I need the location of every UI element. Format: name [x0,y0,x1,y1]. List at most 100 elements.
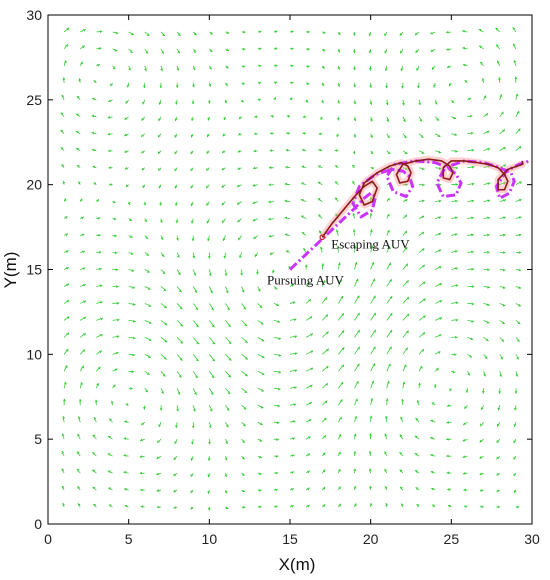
flow-arrow-head [438,167,442,170]
flow-arrow-head [503,251,506,254]
flow-arrow-head [242,440,246,443]
flow-arrow-head [63,198,67,202]
flow-arrow [241,320,248,327]
flow-arrow [225,320,231,328]
flow-arrow-head [455,284,459,288]
flow-arrow-head [353,485,357,489]
flow-arrow [112,31,119,34]
flow-arrow [338,364,345,372]
flow-arrow [369,451,372,457]
flow-arrow [127,82,130,88]
flow-arrow [91,115,97,118]
flow-arrow [160,235,164,240]
flow-arrow-head [252,201,256,205]
flow-arrow-head [449,388,452,392]
flow-arrow [499,199,506,203]
flow-arrow-head [369,118,373,122]
flow-arrow-head [256,272,259,275]
flow-arrow-head [124,150,128,153]
flow-arrow [95,399,97,406]
flow-arrow-head [471,165,475,169]
flow-arrow-head [496,60,500,64]
flow-arrow [191,218,194,224]
flow-arrow [80,28,86,33]
flow-arrow-head [334,181,338,184]
flow-arrow-head [480,61,483,65]
flow-arrow [208,269,212,276]
flow-arrow-head [133,320,136,323]
flow-arrow-head [207,458,211,461]
flow-arrow-head [439,283,443,286]
flow-arrow [80,250,85,253]
flow-arrow [354,329,360,338]
flow-arrow-head [144,68,147,72]
flow-arrow [112,335,120,338]
flow-arrow-head [402,102,405,106]
flow-arrow-head [113,200,116,204]
flow-arrow-head [291,284,294,287]
flow-arrow [76,486,81,491]
flow-arrow [273,387,281,390]
flow-arrow [63,250,69,253]
flow-arrow-head [463,63,466,67]
flow-arrow [418,365,423,372]
flow-arrow-head [399,451,403,455]
flow-arrow-head [61,485,65,489]
flow-arrow-head [77,503,81,507]
flow-arrow-head [369,433,372,436]
flow-arrow-head [302,131,305,135]
flow-arrow [221,184,226,188]
flow-arrow-head [502,233,506,237]
flow-arrow [483,147,491,152]
flow-arrow [467,353,473,358]
flow-arrow-head [65,348,69,352]
flow-arrow-head [191,238,195,242]
flow-arrow-head [414,453,418,456]
flow-arrow-head [222,220,225,224]
flow-arrow-head [503,181,507,185]
flow-arrow-head [496,505,500,509]
flow-arrow [305,453,311,457]
flow-arrow [370,363,375,372]
flow-arrow-head [276,303,280,307]
flow-arrow [128,286,135,289]
flow-arrow-head [322,31,326,34]
flow-arrow [176,286,182,293]
flow-arrow [96,30,103,33]
flow-arrow [257,404,264,409]
flow-arrow-head [373,312,376,316]
flow-arrow [384,468,388,474]
flow-arrow [384,433,388,440]
flow-arrow-head [174,168,177,172]
flow-arrow-head [178,289,182,293]
flow-arrow-head [97,63,101,67]
flow-arrow [415,48,420,54]
flow-arrow-head [353,101,357,105]
flow-arrow-head [305,99,309,103]
flow-arrow [158,116,162,122]
flow-arrow-head [485,338,489,342]
flow-arrow-head [373,295,376,299]
flow-arrow [451,267,458,270]
flow-arrow-head [146,33,150,37]
flow-arrow [91,132,97,135]
flow-arrow-head [124,420,127,423]
flow-arrow-head [190,490,194,494]
flow-arrow [402,198,408,202]
flow-arrow-head [438,334,442,337]
flow-arrow-head [258,81,262,85]
flow-arrow-head [147,287,151,290]
flow-arrow [418,281,426,287]
flow-arrow-head [462,46,465,50]
flow-arrow [128,353,135,356]
flow-arrow [386,312,393,321]
flow-arrow-head [164,305,167,309]
flow-arrow-head [61,94,65,98]
flow-arrow [321,314,329,321]
flow-arrow-head [422,281,426,285]
flow-arrow-head [132,286,135,289]
flow-arrow [321,434,326,440]
flow-arrow-head [430,49,434,53]
flow-arrow-head [352,151,356,155]
flow-arrow-head [157,134,161,138]
